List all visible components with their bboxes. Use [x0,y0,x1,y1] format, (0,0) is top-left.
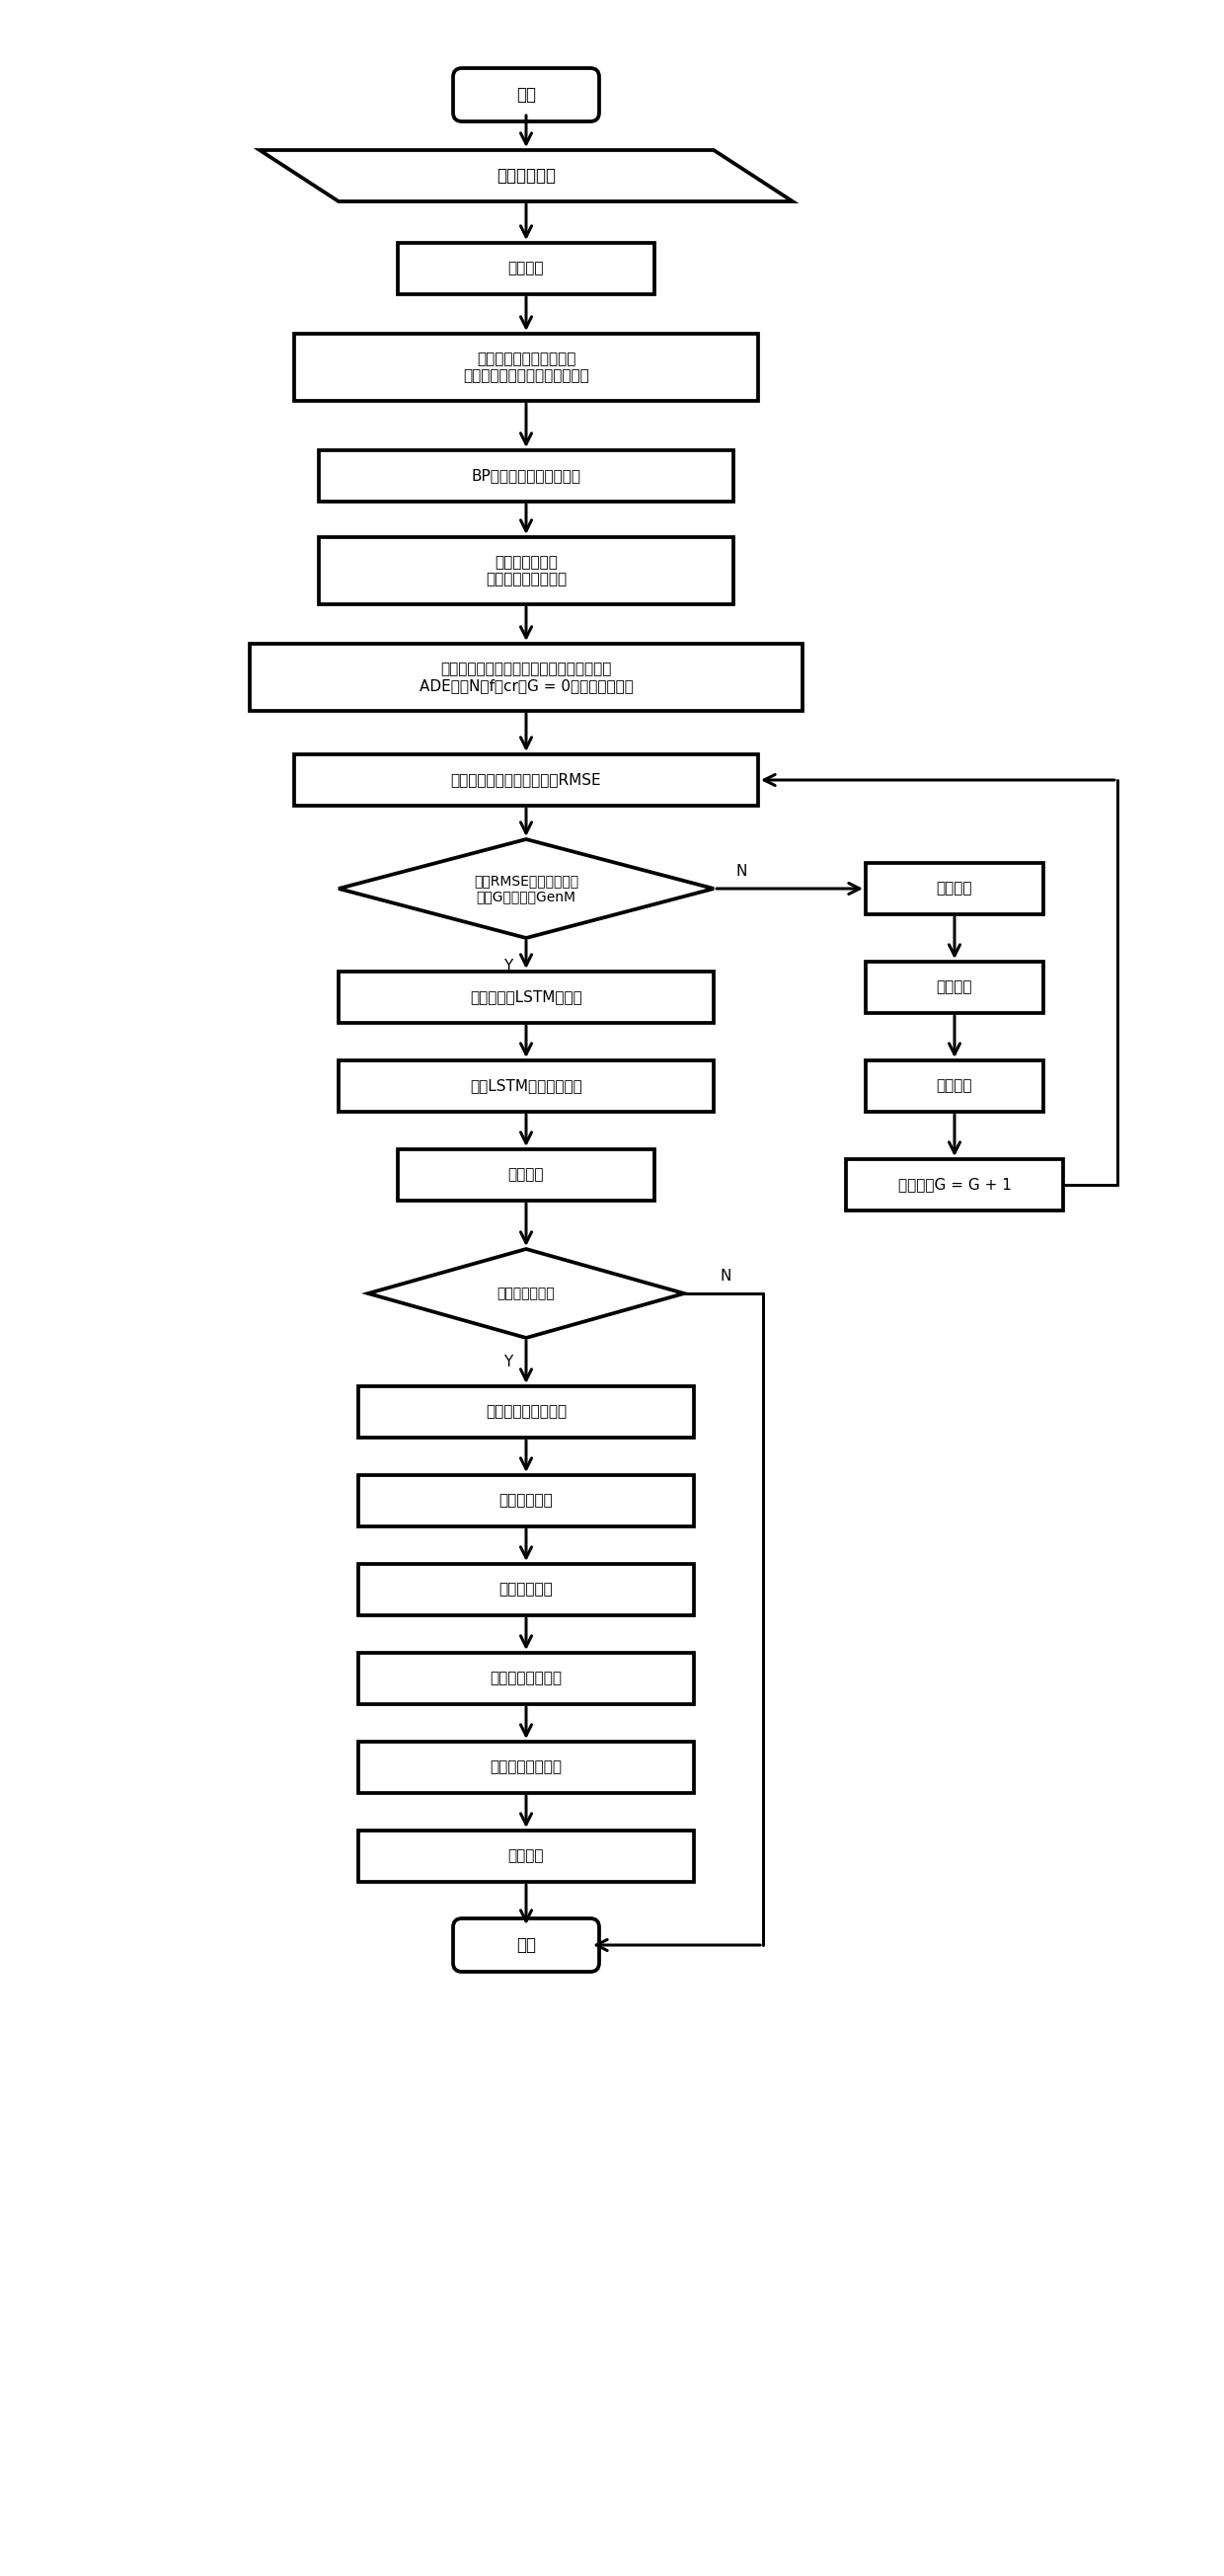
Bar [398,242,655,294]
Bar [359,1654,694,1705]
Text: 字符型特征参数标签化，
特征参数、强解释性变量标准化: 字符型特征参数标签化， 特征参数、强解释性变量标准化 [463,350,589,384]
Bar [318,451,733,502]
Bar [250,644,803,711]
Text: 各聚簇能耗样本
划分训练集与测试集: 各聚簇能耗样本 划分训练集与测试集 [486,554,567,587]
Bar [359,1476,694,1528]
FancyBboxPatch shape [453,67,600,121]
Bar [359,1386,694,1437]
Text: 保存模型: 保存模型 [508,1167,545,1182]
Text: 迭代次数G = G + 1: 迭代次数G = G + 1 [898,1177,1011,1193]
Bar [318,538,733,605]
Text: 最优个体为LSTM的参数: 最优个体为LSTM的参数 [470,989,583,1005]
Text: 评估模型: 评估模型 [508,1850,545,1862]
Text: 计算种群各个体适应度值即RMSE: 计算种群各个体适应度值即RMSE [450,773,601,788]
Polygon shape [259,149,793,201]
Text: 变异操作: 变异操作 [936,881,973,896]
Text: 反向传播更新模型: 反向传播更新模型 [490,1672,562,1685]
Polygon shape [339,840,714,938]
Text: N: N [720,1267,731,1283]
Polygon shape [368,1249,684,1337]
Text: N: N [736,863,747,878]
Bar [398,1149,655,1200]
Text: 结束: 结束 [517,1937,536,1955]
Text: 开始: 开始 [517,85,536,103]
Text: Y: Y [504,1355,513,1368]
Bar [865,863,1043,914]
Text: 第一份训练集构建各聚簇预测模型，初始化
ADE参数N、f、cr、G = 0，创建初始种群: 第一份训练集构建各聚簇预测模型，初始化 ADE参数N、f、cr、G = 0，创建… [419,662,633,693]
Bar [339,1061,714,1113]
Text: 测试样本测试网络: 测试样本测试网络 [490,1759,562,1775]
Bar [339,971,714,1023]
Text: 最小RMSE是否满足要求
或者G是否等于GenM: 最小RMSE是否满足要求 或者G是否等于GenM [474,873,579,904]
Bar [359,1832,694,1883]
Text: 交叉操作: 交叉操作 [936,979,973,994]
Text: 变量选择: 变量选择 [508,260,545,276]
Bar [865,961,1043,1012]
Bar [865,1061,1043,1113]
Bar [359,1564,694,1615]
Text: 更新整体误差: 更新整体误差 [499,1582,553,1597]
Text: 历史能耗样本: 历史能耗样本 [497,167,556,185]
Text: BP预测新品强解释性因素: BP预测新品强解释性因素 [471,469,581,484]
Bar [294,755,758,806]
Text: 输入新增样本: 输入新增样本 [499,1494,553,1507]
FancyBboxPatch shape [453,1919,600,1971]
Text: 训练LSTM得到最佳网络: 训练LSTM得到最佳网络 [470,1079,583,1092]
Bar [846,1159,1064,1211]
Text: 是否有增量样本: 是否有增量样本 [497,1285,554,1301]
Bar [359,1741,694,1793]
Text: 选择操作: 选择操作 [936,1079,973,1092]
Text: Y: Y [504,958,513,974]
Bar [294,335,758,402]
Text: 原始参数初始化网络: 原始参数初始化网络 [486,1404,567,1419]
